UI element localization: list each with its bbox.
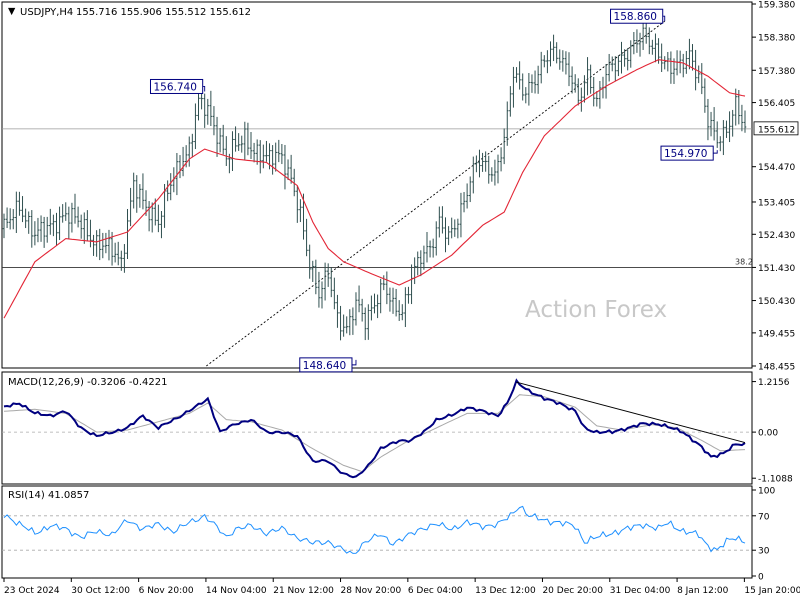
price-tick-label: 152.430 — [758, 231, 795, 241]
current-price-box — [753, 121, 799, 136]
callout-label: 148.640 — [303, 360, 346, 372]
rsi-line — [3, 505, 746, 554]
macd-panel — [1, 371, 753, 485]
callout-box — [610, 8, 664, 24]
macd-title: MACD(12,26,9) -0.3206 -0.4221 — [8, 377, 168, 388]
time-tick-label: 28 Nov 20:00 — [341, 586, 402, 596]
callout-connector — [662, 15, 666, 22]
price-tick-label: 151.430 — [758, 264, 795, 274]
price-tick-label: 153.405 — [758, 198, 795, 208]
macd-tick-label: 1.2156 — [758, 378, 790, 388]
callout-connector — [202, 86, 206, 92]
price-tick-label: 150.430 — [758, 297, 795, 307]
macd-line — [3, 378, 746, 479]
rsi-layer — [2, 505, 752, 554]
time-tick-label: 8 Jan 12:00 — [677, 586, 729, 596]
time-tick-label: 31 Dec 04:00 — [610, 586, 671, 596]
macd-tick-label: -1.1088 — [758, 475, 793, 485]
price-tick-label: 158.380 — [758, 34, 795, 44]
rsi-panel — [1, 485, 753, 579]
price-tick-label: 159.380 — [758, 1, 795, 11]
callout-box — [299, 357, 353, 373]
price-panel — [1, 1, 753, 369]
time-tick-label: 14 Nov 04:00 — [206, 586, 267, 596]
rsi-tick-label: 30 — [758, 547, 770, 557]
fib-38-label: 38.2 — [735, 257, 753, 266]
price-tick-label: 154.470 — [758, 163, 795, 173]
rsi-tick-label: 0 — [758, 573, 764, 583]
ohlc-readout: 155.716 155.906 155.512 155.612 — [76, 7, 251, 18]
watermark: Action Forex — [525, 297, 667, 323]
callout-label: 158.860 — [614, 11, 657, 23]
macd-trendline — [516, 381, 746, 443]
time-tick-label: 23 Oct 2024 — [4, 586, 60, 596]
dropdown-arrow-icon[interactable]: ▼ — [8, 6, 16, 17]
rsi-title: RSI(14) 41.0857 — [8, 490, 89, 501]
time-tick-label: 15 Jan 20:00 — [744, 586, 800, 596]
callout-box — [660, 145, 714, 161]
price-tick-label: 148.455 — [758, 363, 795, 373]
price-tick-label: 149.455 — [758, 329, 795, 339]
time-tick-label: 6 Dec 04:00 — [408, 586, 463, 596]
time-tick-label: 13 Dec 12:00 — [475, 586, 536, 596]
time-tick-label: 20 Dec 20:00 — [542, 586, 603, 596]
macd-tick-label: 0.00 — [758, 429, 778, 439]
price-tick-label: 157.380 — [758, 67, 795, 77]
time-tick-label: 21 Nov 12:00 — [273, 586, 334, 596]
rsi-tick-label: 70 — [758, 512, 770, 522]
time-tick-label: 6 Nov 20:00 — [139, 586, 194, 596]
callout-label: 154.970 — [664, 148, 707, 160]
moving-average-line — [3, 59, 746, 319]
symbol-label: USDJPY,H4 — [20, 7, 73, 18]
callout-connector — [351, 359, 357, 366]
callout-label: 156.740 — [153, 81, 196, 93]
callout-connector — [713, 150, 718, 154]
time-tick-label: 30 Oct 12:00 — [71, 586, 130, 596]
price-layer: 38.2 156.740 148.640 158.860 154.970 — [2, 8, 753, 373]
macd-layer — [2, 378, 752, 479]
current-price-label: 155.612 — [758, 125, 795, 135]
axis-labels: 159.380 158.380 157.380 156.405 154.470 153.4… — [3, 1, 800, 596]
dotted-trendline — [206, 20, 665, 367]
price-tick-label: 156.405 — [758, 99, 795, 109]
callout-box — [149, 78, 204, 94]
rsi-tick-label: 100 — [758, 487, 775, 497]
